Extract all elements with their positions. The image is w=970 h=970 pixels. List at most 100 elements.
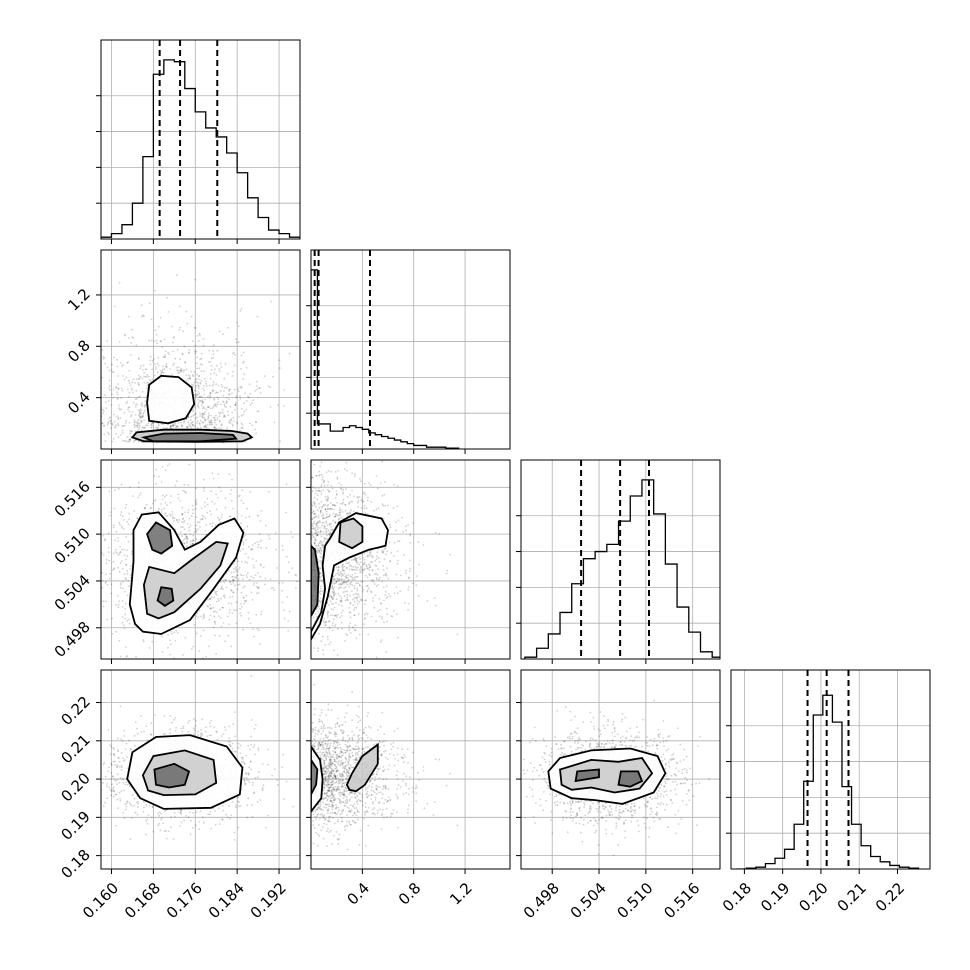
sample-point [236, 570, 239, 573]
sample-point [187, 421, 190, 424]
sample-point [195, 516, 198, 519]
sample-point [109, 514, 112, 517]
sample-point [316, 494, 319, 497]
sample-point [369, 590, 372, 593]
sample-point [225, 586, 228, 589]
sample-point [341, 564, 344, 566]
sample-point [368, 482, 370, 484]
sample-point [199, 415, 201, 417]
sample-point [206, 511, 209, 514]
sample-point [370, 591, 373, 594]
sample-point [194, 278, 197, 281]
sample-point [311, 517, 313, 520]
sample-point [211, 500, 213, 503]
sample-point [317, 606, 319, 608]
sample-point [132, 337, 135, 340]
contour-line [156, 586, 175, 607]
sample-point [152, 830, 155, 833]
sample-point [236, 321, 239, 324]
sample-point [242, 548, 244, 551]
sample-point [117, 487, 120, 490]
sample-point [257, 546, 259, 549]
sample-point [365, 599, 367, 602]
sample-point [334, 574, 337, 576]
sample-point [357, 582, 359, 585]
sample-point [130, 387, 133, 390]
sample-point [215, 364, 218, 367]
sample-point [229, 388, 232, 390]
sample-point [295, 574, 298, 577]
sample-point [277, 404, 280, 407]
sample-point [354, 576, 356, 579]
sample-point [351, 489, 353, 492]
sample-point [405, 572, 407, 575]
sample-point [161, 346, 164, 348]
sample-point [150, 424, 153, 426]
sample-point [342, 581, 345, 584]
sample-point [405, 529, 408, 532]
sample-point [261, 786, 264, 789]
sample-point [237, 388, 239, 391]
sample-point [169, 639, 172, 642]
sample-point [131, 411, 134, 413]
sample-point [230, 419, 233, 422]
sample-point [376, 578, 378, 581]
sample-point [130, 565, 132, 567]
sample-point [375, 620, 377, 623]
sample-point [157, 356, 160, 359]
sample-point [323, 538, 326, 540]
sample-point [222, 579, 225, 582]
sample-point [249, 490, 252, 493]
sample-point [195, 720, 197, 722]
sample-point [255, 560, 258, 562]
sample-point [269, 386, 272, 389]
sample-point [107, 431, 109, 434]
sample-point [352, 593, 355, 596]
sample-point [255, 592, 258, 595]
sample-point [221, 408, 224, 411]
sample-point [363, 558, 366, 561]
sample-point [348, 568, 351, 571]
sample-point [365, 507, 368, 510]
sample-point [214, 421, 216, 424]
sample-point [169, 427, 172, 430]
sample-point [120, 408, 122, 411]
sample-point [190, 426, 193, 429]
sample-point [129, 438, 132, 440]
sample-point [109, 389, 111, 391]
sample-point [206, 598, 209, 601]
sample-point [328, 534, 331, 537]
sample-point [350, 590, 353, 592]
sample-point [369, 551, 371, 553]
sample-point [173, 362, 176, 365]
sample-point [245, 409, 248, 411]
sample-point [216, 396, 219, 399]
sample-point [162, 733, 165, 736]
sample-point [325, 531, 328, 534]
sample-point [358, 633, 361, 636]
sample-point [153, 374, 156, 377]
sample-point [332, 622, 334, 624]
sample-point [186, 538, 189, 541]
sample-point [396, 613, 398, 615]
sample-point [251, 548, 254, 550]
sample-point [140, 365, 142, 368]
sample-point [213, 404, 216, 406]
sample-point [395, 521, 397, 524]
sample-point [172, 424, 175, 427]
sample-point [240, 574, 243, 577]
sample-point [149, 355, 152, 358]
sample-point [212, 416, 215, 419]
sample-point [319, 590, 322, 593]
sample-point [243, 360, 245, 363]
sample-point [316, 531, 319, 534]
sample-point [259, 392, 262, 394]
sample-point [219, 597, 222, 600]
sample-point [126, 520, 128, 523]
sample-point [349, 511, 351, 514]
sample-point [223, 390, 225, 392]
sample-point [336, 572, 338, 575]
sample-point [357, 566, 359, 569]
sample-point [356, 587, 359, 590]
sample-point [335, 513, 337, 516]
